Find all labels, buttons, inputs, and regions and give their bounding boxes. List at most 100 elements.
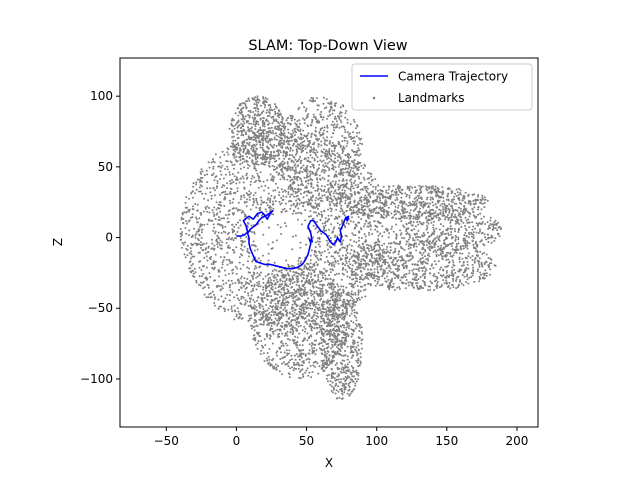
landmark-point: [383, 205, 386, 208]
landmark-point: [228, 286, 231, 289]
landmark-point: [319, 308, 322, 311]
landmark-point: [327, 214, 330, 217]
landmark-point: [227, 308, 230, 311]
landmark-point: [255, 199, 258, 202]
landmark-point: [222, 177, 225, 180]
landmark-point: [329, 292, 332, 295]
landmark-point: [227, 244, 230, 247]
landmark-point: [343, 333, 346, 336]
landmark-point: [361, 255, 364, 258]
landmark-point: [247, 319, 250, 322]
landmark-point: [259, 157, 262, 160]
landmark-point: [362, 262, 365, 265]
landmark-point: [281, 160, 284, 163]
landmark-point: [396, 264, 399, 267]
landmark-point: [353, 370, 356, 373]
landmark-point: [347, 264, 349, 267]
landmark-point: [329, 271, 332, 274]
landmark-point: [364, 213, 367, 216]
landmark-point: [292, 369, 295, 372]
landmark-point: [275, 354, 278, 357]
landmark-point: [342, 246, 345, 249]
landmark-point: [463, 275, 466, 278]
landmark-point: [395, 196, 398, 199]
landmark-point: [466, 260, 469, 263]
landmark-point: [322, 370, 325, 372]
landmark-point: [483, 201, 486, 204]
landmark-point: [273, 365, 276, 368]
landmark-point: [432, 187, 434, 190]
landmark-point: [206, 259, 209, 262]
landmark-point: [224, 231, 227, 234]
landmark-point: [255, 306, 258, 308]
landmark-point: [331, 324, 334, 327]
landmark-point: [346, 252, 349, 255]
landmark-point: [226, 160, 229, 163]
landmark-point: [339, 288, 341, 291]
landmark-point: [319, 299, 322, 302]
landmark-point: [430, 192, 433, 195]
landmark-point: [240, 240, 243, 242]
landmark-point: [221, 279, 224, 282]
landmark-point: [183, 211, 186, 214]
landmark-point: [297, 367, 300, 370]
landmark-point: [198, 186, 201, 189]
landmark-point: [396, 286, 399, 289]
landmark-point: [337, 327, 340, 330]
landmark-point: [212, 172, 215, 175]
landmark-point: [417, 268, 420, 271]
landmark-point: [334, 300, 337, 303]
landmark-point: [299, 370, 301, 373]
landmark-point: [459, 191, 462, 194]
landmark-point: [473, 261, 476, 264]
landmark-point: [352, 286, 355, 289]
landmark-point: [270, 284, 273, 287]
landmark-point: [425, 262, 428, 264]
landmark-point: [241, 209, 244, 212]
landmark-point: [238, 209, 241, 211]
landmark-point: [321, 214, 324, 217]
landmark-point: [319, 272, 322, 275]
landmark-point: [200, 173, 203, 175]
landmark-point: [220, 244, 223, 247]
landmark-point: [331, 299, 334, 302]
landmark-point: [253, 165, 256, 168]
landmark-point: [267, 252, 270, 255]
landmark-point: [368, 192, 371, 195]
landmark-point: [345, 369, 348, 372]
landmark-point: [213, 161, 216, 164]
landmark-point: [223, 269, 226, 272]
landmark-point: [427, 289, 429, 292]
landmark-point: [326, 139, 329, 142]
landmark-point: [295, 353, 298, 356]
landmark-point: [357, 323, 360, 326]
landmark-point: [401, 264, 404, 267]
landmark-point: [228, 192, 231, 195]
landmark-point: [282, 314, 285, 317]
landmark-point: [235, 207, 238, 210]
landmark-point: [200, 269, 203, 271]
landmark-point: [360, 204, 363, 206]
landmark-point: [221, 263, 224, 266]
landmark-point: [216, 243, 219, 246]
landmark-point: [331, 350, 334, 353]
landmark-point: [244, 290, 246, 293]
landmark-point: [267, 186, 270, 189]
landmark-point: [284, 222, 286, 225]
landmark-point: [320, 185, 323, 187]
landmark-point: [431, 185, 434, 188]
landmark-point: [364, 186, 367, 189]
landmark-point: [316, 322, 319, 325]
landmark-point: [293, 327, 296, 329]
landmark-point: [373, 271, 376, 274]
landmark-point: [307, 357, 310, 360]
landmark-point: [368, 204, 371, 207]
landmark-point: [227, 210, 230, 213]
landmark-point: [296, 336, 299, 339]
landmark-point: [195, 216, 197, 219]
landmark-point: [282, 361, 285, 364]
landmark-point: [304, 327, 307, 330]
landmark-point: [348, 386, 351, 388]
landmark-point: [356, 251, 359, 254]
landmark-point: [347, 335, 350, 337]
